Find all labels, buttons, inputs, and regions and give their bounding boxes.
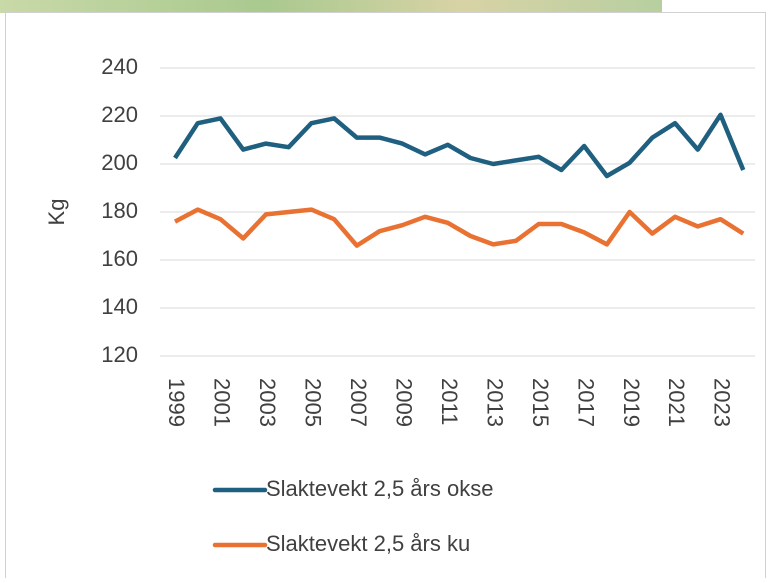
- x-tick-label: 2021: [664, 378, 689, 427]
- x-tick-label: 2019: [619, 378, 644, 427]
- x-tick-label: 2017: [573, 378, 598, 427]
- x-tick-label: 1999: [164, 378, 189, 427]
- chart-card: [5, 12, 766, 583]
- x-tick-label: 2003: [255, 378, 280, 427]
- series-line: [173, 207, 745, 248]
- x-tick-label: 2009: [391, 378, 416, 427]
- series-line: [173, 112, 746, 179]
- y-tick-label: 180: [101, 198, 138, 223]
- x-tick-label: 2007: [346, 378, 371, 427]
- y-tick-label: 220: [101, 102, 138, 127]
- x-tick-label: 2023: [710, 378, 735, 427]
- x-tick-label: 2013: [482, 378, 507, 427]
- y-axis-label: Kg: [44, 199, 69, 226]
- y-tick-label: 160: [101, 246, 138, 271]
- y-tick-label: 140: [101, 294, 138, 319]
- y-tick-label: 240: [101, 54, 138, 79]
- y-tick-label: 200: [101, 150, 138, 175]
- x-tick-label: 2005: [301, 378, 326, 427]
- x-tick-label: 2011: [437, 378, 462, 425]
- legend-label: Slaktevekt 2,5 års ku: [266, 531, 470, 556]
- x-tick-label: 2015: [528, 378, 553, 427]
- y-tick-label: 120: [101, 342, 138, 367]
- x-tick-label: 2001: [210, 378, 235, 427]
- legend-label: Slaktevekt 2,5 års okse: [266, 476, 493, 501]
- plot: 120 140 160 180 200 220 240 1999 2001 2003 2005 200…: [101, 54, 755, 556]
- map-strip: [0, 0, 662, 13]
